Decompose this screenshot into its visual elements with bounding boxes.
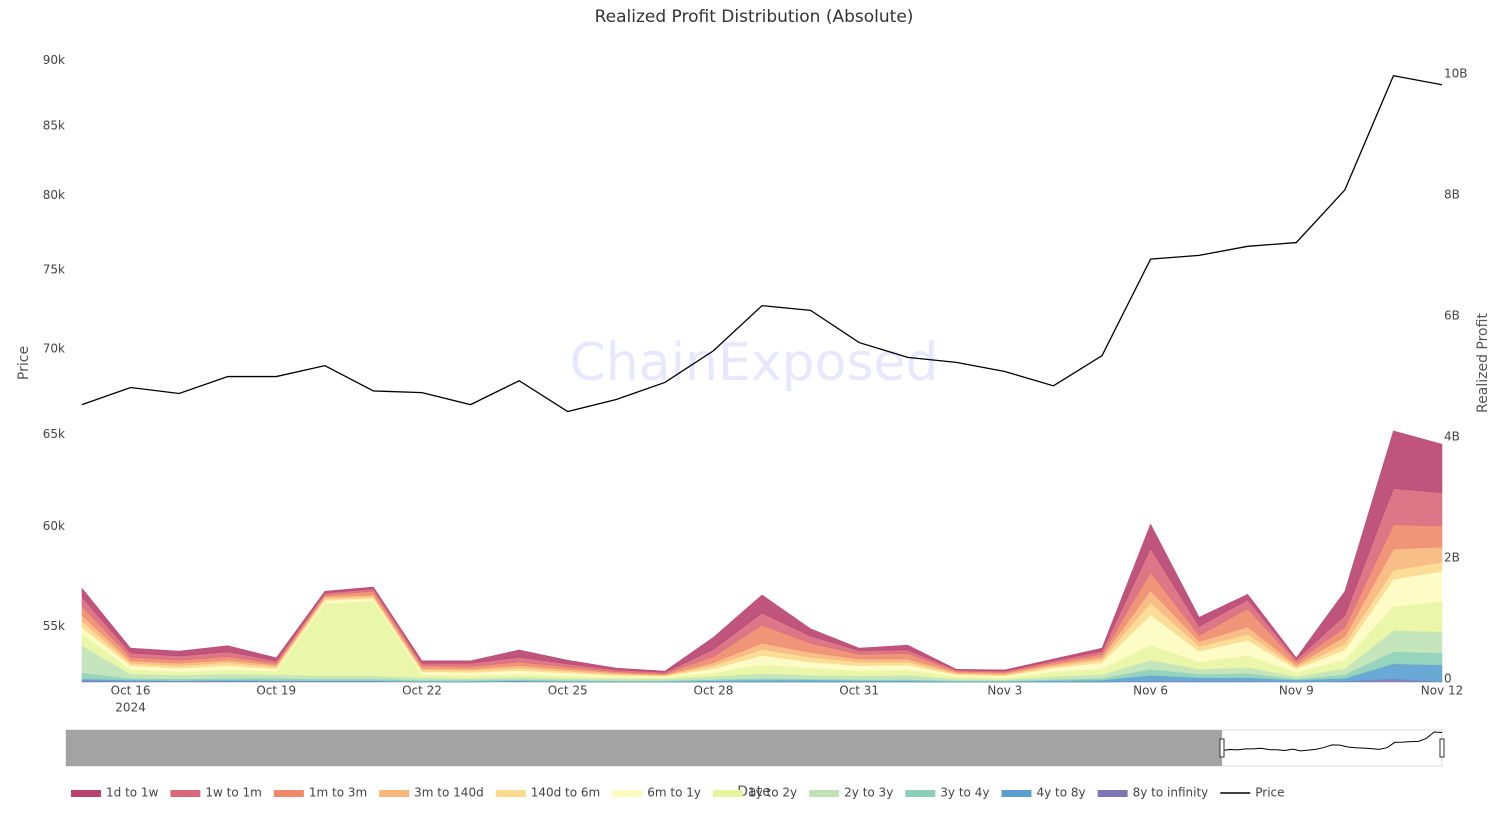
legend-swatch bbox=[1001, 790, 1032, 797]
legend-label: 4y to 8y bbox=[1036, 786, 1085, 800]
legend-swatch bbox=[612, 790, 643, 797]
y2-axis-title: Realized Profit bbox=[1475, 313, 1491, 413]
range-slider bbox=[65, 729, 1445, 767]
slider-mask bbox=[66, 730, 1222, 766]
legend-swatch bbox=[495, 790, 526, 797]
legend-label: Price bbox=[1255, 786, 1284, 800]
y2-tick-label: 0 bbox=[1444, 672, 1452, 686]
x-tick-label: Oct 16 bbox=[111, 684, 151, 698]
y-tick-label: 80k bbox=[43, 188, 65, 202]
slider-price-line bbox=[1221, 731, 1443, 752]
legend-label: 6m to 1y bbox=[647, 786, 701, 800]
plot-area: 55k 60k 65k 70k 75k 80k 85k 90k 0 2B 4B 6B 8B 10B Oct … bbox=[43, 53, 1468, 715]
slider-handle[interactable] bbox=[1439, 738, 1445, 758]
x-tick-label: Nov 12 bbox=[1421, 684, 1464, 698]
legend-swatch bbox=[170, 790, 201, 797]
area bbox=[81, 430, 1443, 673]
x-tick-label: Oct 22 bbox=[402, 684, 442, 698]
legend-swatch bbox=[712, 790, 743, 797]
legend-item[interactable]: 1d to 1w bbox=[71, 786, 159, 800]
chart-title: Realized Profit Distribution (Absolute) bbox=[595, 7, 914, 27]
y2-tick-label: 10B bbox=[1444, 66, 1468, 80]
legend-item[interactable]: 8y to infinity bbox=[1097, 786, 1209, 800]
y-tick-label: 65k bbox=[43, 427, 65, 441]
x-tick-label: Oct 28 bbox=[694, 684, 734, 698]
y2-tick-label: 6B bbox=[1444, 308, 1460, 322]
y-tick-label: 85k bbox=[43, 118, 65, 132]
legend-label: 1m to 3m bbox=[309, 786, 367, 800]
legend-label: 140d to 6m bbox=[531, 786, 601, 800]
legend-label: 3m to 140d bbox=[414, 786, 484, 800]
x-tick-label: Oct 31 bbox=[839, 684, 879, 698]
legend-label: 1y to 2y bbox=[748, 786, 797, 800]
legend-item[interactable]: Price bbox=[1220, 786, 1285, 800]
legend-item[interactable]: 1m to 3m bbox=[273, 786, 367, 800]
legend-swatch bbox=[379, 790, 410, 797]
legend-label: 2y to 3y bbox=[844, 786, 893, 800]
y2-tick-label: 8B bbox=[1444, 187, 1460, 201]
legend-item[interactable]: 3m to 140d bbox=[379, 786, 484, 800]
y-tick-label: 55k bbox=[43, 619, 65, 633]
legend-swatch bbox=[71, 790, 101, 797]
x-tick-label: Oct 25 bbox=[548, 684, 588, 698]
watermark: ChainExposed bbox=[569, 333, 938, 393]
y-tick-label: 70k bbox=[43, 342, 65, 356]
x-tick-label: Oct 19 bbox=[256, 684, 296, 698]
x-axis-title: Date bbox=[737, 784, 770, 800]
legend-swatch bbox=[809, 790, 840, 797]
y-tick-label: 75k bbox=[43, 262, 65, 276]
legend: 1d to 1w 1w to 1m 1m to 3m 3m to 140d 140d t… bbox=[71, 786, 1285, 800]
y-axis-title: Price bbox=[16, 346, 32, 380]
legend-item[interactable]: 3y to 4y bbox=[905, 786, 989, 800]
legend-label: 3y to 4y bbox=[940, 786, 989, 800]
legend-item[interactable]: 1w to 1m bbox=[170, 786, 262, 800]
legend-swatch bbox=[1097, 790, 1128, 797]
y2-tick-label: 4B bbox=[1444, 429, 1460, 443]
legend-item[interactable]: 140d to 6m bbox=[495, 786, 601, 800]
legend-label: 1d to 1w bbox=[106, 786, 159, 800]
x-tick-year: 2024 bbox=[115, 701, 146, 715]
y-tick-label: 90k bbox=[43, 53, 65, 67]
x-tick-label: Nov 3 bbox=[987, 684, 1022, 698]
legend-swatch bbox=[905, 790, 936, 797]
y2-tick-label: 2B bbox=[1444, 550, 1460, 564]
y-tick-label: 60k bbox=[43, 519, 65, 533]
x-tick-label: Nov 9 bbox=[1279, 684, 1314, 698]
legend-swatch bbox=[273, 790, 304, 797]
slider-handle[interactable] bbox=[1219, 738, 1225, 758]
legend-label: 8y to infinity bbox=[1133, 786, 1209, 800]
x-tick-label: Nov 6 bbox=[1133, 684, 1168, 698]
legend-item[interactable]: 6m to 1y bbox=[612, 786, 701, 800]
price-line bbox=[81, 74, 1443, 413]
legend-label: 1w to 1m bbox=[205, 786, 261, 800]
legend-item[interactable]: 2y to 3y bbox=[809, 786, 893, 800]
legend-item[interactable]: 4y to 8y bbox=[1001, 786, 1086, 800]
legend-item[interactable]: 1y to 2y bbox=[712, 786, 797, 800]
